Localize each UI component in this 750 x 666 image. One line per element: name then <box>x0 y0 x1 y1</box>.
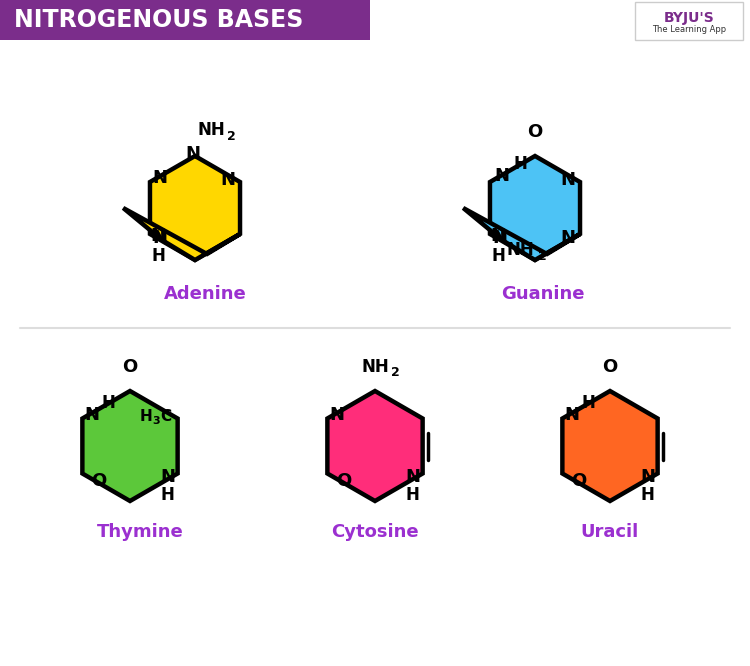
Polygon shape <box>123 208 240 260</box>
Text: H: H <box>640 486 655 505</box>
Text: N: N <box>494 167 509 185</box>
Text: N: N <box>565 406 580 424</box>
Text: N: N <box>640 468 656 486</box>
Text: H: H <box>101 394 115 412</box>
Text: N: N <box>160 468 176 486</box>
Text: N: N <box>560 171 575 189</box>
Text: O: O <box>602 358 618 376</box>
Text: Uracil: Uracil <box>580 523 639 541</box>
Text: O: O <box>527 123 542 141</box>
Text: NH: NH <box>506 241 534 259</box>
Text: H: H <box>513 155 527 173</box>
Text: NH: NH <box>197 121 225 139</box>
Text: NH: NH <box>362 358 388 376</box>
Text: N: N <box>493 229 508 247</box>
Text: N: N <box>185 145 200 163</box>
Text: N: N <box>490 227 506 245</box>
Text: 2: 2 <box>538 250 546 262</box>
Text: O: O <box>122 358 138 376</box>
Text: C: C <box>160 409 171 424</box>
Text: O: O <box>91 472 106 490</box>
Text: O: O <box>571 472 586 490</box>
Text: N: N <box>151 227 166 245</box>
FancyBboxPatch shape <box>635 2 743 40</box>
Text: N: N <box>560 229 575 247</box>
Text: N: N <box>330 406 345 424</box>
Polygon shape <box>490 156 580 260</box>
Text: 2: 2 <box>391 366 399 380</box>
Text: N: N <box>152 229 167 247</box>
FancyBboxPatch shape <box>0 0 370 40</box>
Text: N: N <box>85 406 100 424</box>
Text: H: H <box>160 486 175 505</box>
Text: 3: 3 <box>152 416 160 426</box>
Text: H: H <box>151 247 165 265</box>
Polygon shape <box>562 391 658 501</box>
Text: H: H <box>491 247 505 265</box>
Polygon shape <box>150 156 240 260</box>
Text: N: N <box>220 171 236 189</box>
Text: The Learning App: The Learning App <box>652 25 726 35</box>
Polygon shape <box>327 391 423 501</box>
Text: O: O <box>336 472 351 490</box>
Text: Guanine: Guanine <box>501 285 585 303</box>
Text: Thymine: Thymine <box>97 523 183 541</box>
Text: 2: 2 <box>226 129 236 143</box>
Polygon shape <box>82 391 178 501</box>
Text: BYJU'S: BYJU'S <box>664 11 714 25</box>
Text: H: H <box>140 409 152 424</box>
Text: NITROGENOUS BASES: NITROGENOUS BASES <box>14 8 303 32</box>
Text: Cytosine: Cytosine <box>332 523 419 541</box>
Polygon shape <box>464 208 580 260</box>
Text: N: N <box>152 169 167 187</box>
Text: Adenine: Adenine <box>164 285 246 303</box>
Text: H: H <box>581 394 596 412</box>
Text: H: H <box>406 486 419 505</box>
Text: N: N <box>405 468 420 486</box>
